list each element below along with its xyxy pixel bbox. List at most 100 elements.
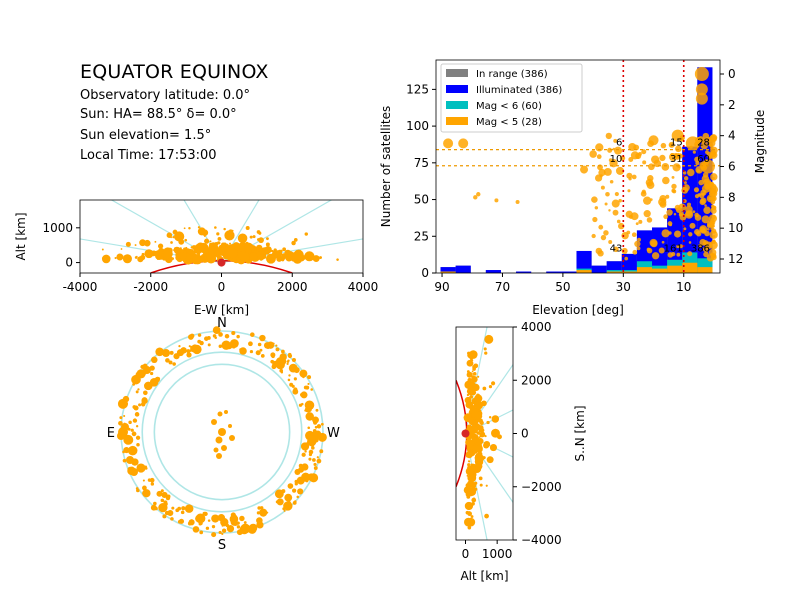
satellite-point (491, 381, 496, 386)
satellite-point (483, 442, 490, 449)
satellite-point (470, 372, 473, 376)
histogram-bar (485, 270, 501, 273)
satellite-point (479, 483, 483, 487)
legend-label: In range (386) (476, 69, 548, 80)
magnitude-point (710, 173, 718, 181)
satellite-point (204, 238, 210, 244)
sky-point (299, 369, 308, 378)
magnitude-point (700, 197, 707, 204)
magnitude-point (595, 247, 603, 255)
satellite-point (476, 420, 479, 423)
magnitude-point (671, 175, 675, 179)
magnitude-point (596, 154, 602, 160)
sky-point (259, 510, 262, 513)
sky-point (218, 530, 222, 535)
satellite-point (125, 241, 131, 247)
satellite-point (159, 255, 164, 260)
sky-point (136, 463, 146, 473)
satellite-point (122, 254, 132, 264)
y2-axis-label: Magnitude (753, 110, 767, 174)
satellite-point (468, 519, 472, 523)
sky-point (166, 494, 171, 499)
sky-point (239, 515, 245, 522)
magnitude-point (598, 168, 606, 177)
satellite-point (469, 468, 472, 471)
y-tick-label: 100 (406, 119, 429, 133)
magnitude-point (637, 237, 641, 242)
satellite-point (172, 229, 178, 235)
ew-side-view-plot: -4000 -2000 0 2000 4000 0 1000 E-W [km] Alt [km] (14, 199, 378, 317)
satellite-point (224, 230, 235, 241)
magnitude-point (616, 219, 621, 224)
sky-point (160, 489, 164, 493)
sky-point (150, 482, 155, 486)
sky-point (177, 506, 182, 511)
satellite-point (469, 355, 474, 360)
sky-point (135, 487, 139, 490)
sky-point (272, 360, 280, 368)
sky-point (314, 425, 318, 429)
sky-point (186, 352, 192, 358)
sky-point (248, 341, 253, 347)
magnitude-point (688, 241, 692, 244)
satellite-point (465, 438, 473, 446)
satellite-point (245, 225, 250, 230)
magnitude-point (700, 142, 709, 150)
sky-point (123, 414, 126, 418)
sky-point (310, 388, 313, 391)
sky-point (304, 450, 307, 453)
sky-point (134, 412, 140, 417)
sky-point (118, 420, 123, 426)
sky-point (161, 491, 168, 499)
legend-swatch (446, 69, 468, 77)
satellite-point (475, 406, 478, 409)
magnitude-point (688, 232, 693, 237)
magnitude-point (660, 142, 667, 149)
satellite-point (216, 232, 220, 236)
magnitude-point (612, 147, 616, 151)
satellite-point (478, 436, 481, 439)
sky-point (286, 500, 292, 506)
sky-point (249, 523, 258, 533)
satellite-point (282, 247, 287, 252)
sky-point (180, 510, 185, 515)
sky-point (162, 514, 167, 519)
sky-point (224, 410, 228, 414)
magnitude-point (634, 240, 641, 248)
magnitude-point (689, 222, 696, 229)
magnitude-point (661, 240, 665, 244)
sky-point (293, 387, 298, 392)
magnitude-point (702, 132, 710, 140)
satellite-point (214, 242, 217, 246)
y-tick-label: 2000 (521, 373, 552, 387)
magnitude-point (604, 202, 608, 206)
satellite-point (467, 521, 470, 524)
satellite-point (474, 394, 483, 403)
magnitude-point (613, 146, 623, 155)
magnitude-point (658, 247, 665, 254)
sky-point (218, 428, 226, 436)
south-label: S (218, 538, 226, 553)
count-annotation: 386 (691, 243, 710, 254)
sky-point (255, 350, 261, 356)
magnitude-point (686, 168, 695, 177)
sky-point (130, 428, 134, 432)
magnitude-point (695, 166, 703, 174)
satellite-point (205, 244, 208, 248)
y-axis-label: S..N [km] (573, 405, 587, 461)
observer-marker (461, 429, 470, 438)
sky-point (294, 479, 299, 484)
sky-point (308, 449, 314, 455)
satellite-point (197, 226, 201, 229)
magnitude-point (626, 172, 633, 179)
magnitude-point (643, 210, 651, 218)
satellite-point (475, 445, 483, 453)
sky-point (162, 349, 170, 357)
magnitude-point (592, 216, 598, 223)
satellite-point (180, 249, 185, 254)
histogram-bar (546, 271, 562, 273)
sky-point (276, 498, 284, 506)
satellite-point (466, 393, 470, 397)
satellite-point (336, 258, 339, 261)
